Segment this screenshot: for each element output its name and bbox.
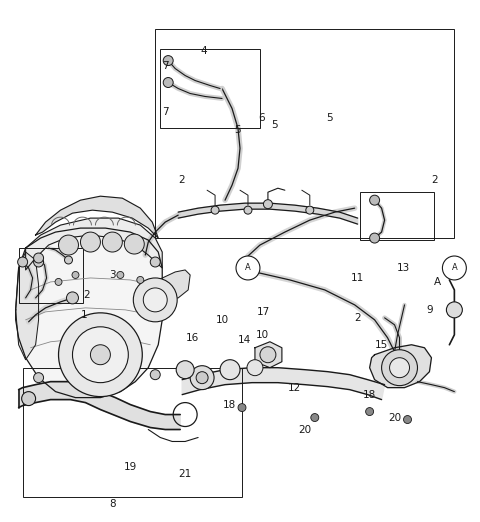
Circle shape bbox=[190, 366, 214, 389]
Circle shape bbox=[72, 327, 128, 383]
Text: 4: 4 bbox=[201, 45, 207, 56]
Circle shape bbox=[220, 360, 240, 379]
Text: 7: 7 bbox=[162, 61, 168, 70]
Text: 11: 11 bbox=[351, 273, 364, 283]
Circle shape bbox=[34, 257, 44, 267]
Text: 2: 2 bbox=[354, 313, 361, 323]
Circle shape bbox=[390, 358, 409, 377]
Text: 10: 10 bbox=[216, 315, 228, 325]
Polygon shape bbox=[370, 345, 432, 388]
Circle shape bbox=[306, 206, 314, 214]
Circle shape bbox=[117, 271, 124, 278]
Bar bbox=[19, 248, 84, 303]
Circle shape bbox=[124, 234, 144, 254]
Polygon shape bbox=[255, 342, 282, 367]
Circle shape bbox=[163, 78, 173, 88]
Polygon shape bbox=[16, 228, 162, 398]
Text: 18: 18 bbox=[222, 399, 236, 410]
Text: 9: 9 bbox=[426, 305, 433, 315]
Circle shape bbox=[144, 288, 167, 312]
Circle shape bbox=[55, 278, 62, 286]
Text: 14: 14 bbox=[238, 335, 251, 345]
Text: 6: 6 bbox=[259, 113, 265, 123]
Circle shape bbox=[366, 408, 373, 416]
Circle shape bbox=[150, 257, 160, 267]
Bar bbox=[23, 367, 242, 497]
Text: 18: 18 bbox=[363, 389, 376, 400]
Circle shape bbox=[67, 292, 78, 304]
Circle shape bbox=[137, 277, 144, 283]
Polygon shape bbox=[158, 270, 190, 300]
Text: 20: 20 bbox=[298, 424, 312, 434]
Text: 7: 7 bbox=[162, 108, 168, 117]
Circle shape bbox=[211, 206, 219, 214]
Circle shape bbox=[59, 313, 142, 397]
Text: 5: 5 bbox=[234, 125, 240, 135]
Circle shape bbox=[18, 257, 28, 267]
Text: 13: 13 bbox=[397, 263, 410, 273]
Text: A: A bbox=[452, 264, 457, 272]
Circle shape bbox=[238, 404, 246, 411]
Circle shape bbox=[264, 200, 273, 209]
Circle shape bbox=[34, 253, 44, 263]
Text: 12: 12 bbox=[288, 383, 301, 393]
Text: 15: 15 bbox=[375, 340, 388, 350]
Bar bbox=[160, 49, 260, 128]
Circle shape bbox=[260, 347, 276, 363]
Text: 2: 2 bbox=[431, 175, 438, 185]
Text: 10: 10 bbox=[255, 330, 268, 340]
Circle shape bbox=[311, 413, 319, 422]
Circle shape bbox=[370, 195, 380, 205]
Polygon shape bbox=[36, 196, 158, 238]
Text: A: A bbox=[434, 277, 441, 287]
Circle shape bbox=[90, 345, 110, 365]
Circle shape bbox=[244, 206, 252, 214]
Circle shape bbox=[370, 233, 380, 243]
Circle shape bbox=[404, 416, 411, 423]
Circle shape bbox=[176, 361, 194, 378]
Circle shape bbox=[133, 278, 177, 322]
Circle shape bbox=[22, 392, 36, 406]
Text: 17: 17 bbox=[257, 307, 271, 317]
Text: 1: 1 bbox=[81, 310, 88, 320]
Text: 19: 19 bbox=[124, 462, 137, 472]
Circle shape bbox=[72, 271, 79, 278]
Polygon shape bbox=[25, 218, 162, 270]
Polygon shape bbox=[16, 252, 38, 360]
Circle shape bbox=[247, 360, 263, 376]
Circle shape bbox=[59, 235, 78, 255]
Bar bbox=[360, 192, 434, 240]
Text: 16: 16 bbox=[185, 333, 199, 343]
Text: 20: 20 bbox=[388, 412, 401, 422]
Circle shape bbox=[446, 302, 462, 318]
Circle shape bbox=[236, 256, 260, 280]
Text: 2: 2 bbox=[178, 175, 184, 185]
Text: 2: 2 bbox=[83, 290, 90, 300]
Text: 8: 8 bbox=[109, 500, 116, 509]
Circle shape bbox=[150, 370, 160, 379]
Polygon shape bbox=[19, 382, 180, 430]
Circle shape bbox=[163, 56, 173, 66]
Circle shape bbox=[102, 232, 122, 252]
Circle shape bbox=[34, 373, 44, 383]
Polygon shape bbox=[178, 203, 358, 224]
Circle shape bbox=[64, 256, 72, 264]
Text: 5: 5 bbox=[326, 113, 333, 123]
Polygon shape bbox=[182, 367, 384, 400]
Circle shape bbox=[443, 256, 467, 280]
Bar bbox=[155, 29, 455, 238]
Circle shape bbox=[196, 372, 208, 384]
Text: 3: 3 bbox=[109, 270, 116, 280]
Circle shape bbox=[382, 350, 418, 386]
Text: 5: 5 bbox=[272, 121, 278, 130]
Text: A: A bbox=[245, 264, 251, 272]
Circle shape bbox=[81, 232, 100, 252]
Text: 21: 21 bbox=[179, 469, 192, 479]
